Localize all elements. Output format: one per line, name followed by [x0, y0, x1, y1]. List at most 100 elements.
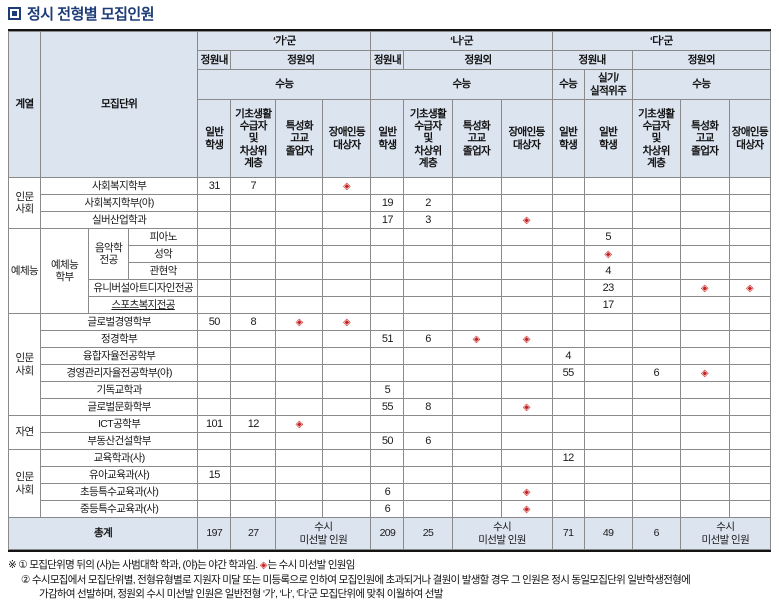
value-cell: [631, 398, 681, 416]
value-cell: [230, 466, 277, 484]
value-cell: [631, 228, 681, 246]
recruitment-unit-cell: 실버산업학과: [40, 211, 199, 229]
total-da-csat: 71: [551, 517, 585, 550]
value-cell: [551, 381, 585, 399]
value-cell: ◈: [322, 313, 372, 331]
value-cell: [197, 364, 232, 382]
value-cell: [451, 262, 502, 280]
value-cell: ◈: [679, 364, 730, 382]
value-cell: [500, 449, 553, 467]
header-group-da: ‘다’군: [551, 31, 772, 51]
value-cell: [451, 347, 502, 365]
value-cell: [197, 432, 232, 450]
recruitment-unit-cell: 관현악: [128, 262, 199, 280]
value-cell: [197, 398, 232, 416]
value-cell: [679, 500, 730, 518]
value-cell: [583, 500, 633, 518]
value-cell: [275, 194, 324, 212]
value-cell: [551, 194, 585, 212]
table-row: 초등특수교육과(사) 6 ◈: [9, 483, 772, 501]
value-cell: [551, 330, 585, 348]
value-cell: [197, 211, 232, 229]
value-cell: [551, 415, 585, 433]
value-cell: [583, 449, 633, 467]
value-cell: [728, 313, 772, 331]
value-cell: [631, 449, 681, 467]
value-cell: [551, 398, 585, 416]
total-label: 총계: [7, 517, 199, 550]
value-cell: [631, 211, 681, 229]
value-cell: [551, 500, 585, 518]
value-cell: [551, 483, 585, 501]
value-cell: 101: [197, 415, 232, 433]
header-row-quota: 정원내 정원외 정원내 정원외 정원내 정원외: [9, 50, 772, 70]
value-cell: [403, 296, 453, 314]
value-cell: [728, 432, 772, 450]
value-cell: [230, 381, 277, 399]
value-cell: [403, 364, 453, 382]
value-cell: [370, 245, 405, 263]
value-cell: [403, 262, 453, 280]
value-cell: [551, 262, 585, 280]
value-cell: [197, 228, 232, 246]
page-title: 정시 전형별 모집인원: [8, 3, 155, 24]
table-row: 인문 사회 사회복지학부 31 7 ◈: [7, 177, 772, 229]
value-cell: [451, 466, 502, 484]
value-cell: [403, 449, 453, 467]
value-cell: [275, 177, 324, 195]
value-cell: ◈: [322, 177, 372, 195]
value-cell: [370, 177, 405, 195]
value-cell: ◈: [583, 245, 633, 263]
recruitment-unit-cell: 글로벌문화학부: [40, 398, 199, 416]
value-cell: [197, 296, 232, 314]
value-cell: [322, 364, 372, 382]
value-cell: [275, 347, 324, 365]
table-row: 인문 사회 글로벌경영학부 50 8 ◈ ◈: [7, 313, 772, 416]
header-col-vocational-na: 특성화 고교 졸업자: [451, 99, 502, 178]
footnote-line-2: ② 수시모집에서 모집단위별, 전형유형별로 지원자 미달 또는 미등록으로 인…: [21, 573, 691, 586]
header-col-basic-na: 기초생활 수급자 및 차상위 계층: [403, 99, 453, 178]
recruitment-unit-cell: ICT공학부: [40, 415, 199, 433]
value-cell: [551, 313, 585, 331]
value-cell: [679, 245, 730, 263]
value-cell: [370, 313, 405, 331]
value-cell: [583, 211, 633, 229]
header-col-disabled-da: 장애인등 대상자: [728, 99, 772, 178]
category-cell: 인문 사회: [7, 449, 42, 518]
category-cell: 인문 사회: [7, 177, 42, 229]
value-cell: [583, 364, 633, 382]
value-cell: 55: [551, 364, 585, 382]
value-cell: [500, 381, 553, 399]
value-cell: 6: [403, 330, 453, 348]
value-cell: [322, 449, 372, 467]
value-cell: [322, 228, 372, 246]
total-ga-general: 197: [197, 517, 232, 550]
value-cell: 17: [583, 296, 633, 314]
value-cell: [728, 364, 772, 382]
value-cell: [679, 381, 730, 399]
value-cell: [500, 347, 553, 365]
category-cell: 예체능: [7, 228, 42, 314]
value-cell: [403, 466, 453, 484]
table-row: 예체능 예체능 학부 음악학 전공 피아노 5: [7, 228, 772, 314]
value-cell: [679, 398, 730, 416]
value-cell: [500, 279, 553, 297]
value-cell: [403, 500, 453, 518]
value-cell: [451, 483, 502, 501]
value-cell: [230, 279, 277, 297]
value-cell: [679, 483, 730, 501]
value-cell: [403, 347, 453, 365]
recruitment-unit-cell: 기독교학과: [40, 381, 199, 399]
header-col-vocational-ga: 특성화 고교 졸업자: [275, 99, 324, 178]
recruitment-unit-cell: 유아교육과(사): [40, 466, 199, 484]
value-cell: [451, 194, 502, 212]
value-cell: [728, 449, 772, 467]
value-cell: [631, 500, 681, 518]
value-cell: [230, 296, 277, 314]
value-cell: [500, 415, 553, 433]
value-cell: [500, 194, 553, 212]
value-cell: [403, 279, 453, 297]
value-cell: [631, 296, 681, 314]
value-cell: 6: [631, 364, 681, 382]
table-row: 실버산업학과 17 3 ◈: [9, 211, 772, 229]
